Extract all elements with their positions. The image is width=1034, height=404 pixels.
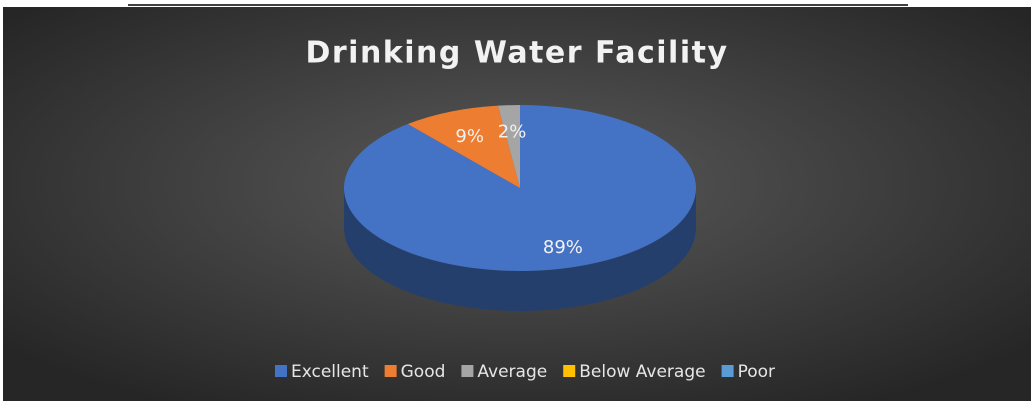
pie-slice bbox=[407, 105, 520, 188]
chart-title: Drinking Water Facility bbox=[305, 36, 728, 71]
data-label: 89% bbox=[543, 237, 583, 258]
pie-slice bbox=[343, 105, 696, 271]
pie-slice bbox=[497, 105, 520, 188]
legend-swatch bbox=[563, 365, 576, 377]
legend-swatch bbox=[274, 365, 287, 377]
legend-label: Poor bbox=[738, 362, 775, 382]
legend-label: Below Average bbox=[579, 362, 705, 382]
legend-label: Excellent bbox=[291, 362, 369, 382]
legend-swatch bbox=[721, 365, 734, 377]
legend-swatch bbox=[461, 365, 474, 377]
pie-side bbox=[344, 188, 696, 311]
data-label: 9% bbox=[455, 126, 484, 147]
legend-swatch bbox=[384, 365, 397, 377]
legend-label: Good bbox=[401, 362, 446, 382]
data-label: 2% bbox=[498, 121, 527, 142]
legend-label: Average bbox=[477, 362, 547, 382]
